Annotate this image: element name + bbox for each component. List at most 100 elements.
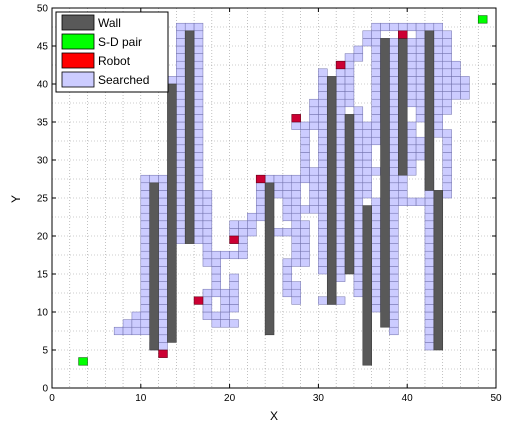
- searched-cell: [406, 144, 417, 153]
- searched-cell: [389, 266, 399, 275]
- searched-cell: [371, 281, 381, 290]
- legend-swatch: [61, 14, 95, 31]
- searched-cell: [300, 250, 310, 260]
- searched-cell: [415, 68, 426, 77]
- searched-cell: [371, 60, 381, 70]
- searched-cell: [282, 190, 293, 199]
- searched-cell: [371, 296, 381, 305]
- searched-cell: [202, 205, 213, 214]
- searched-cell: [193, 83, 204, 92]
- searched-cell: [193, 136, 204, 146]
- searched-cell: [424, 326, 435, 336]
- searched-cell: [362, 30, 372, 39]
- searched-cell: [335, 220, 346, 229]
- searched-cell: [353, 45, 364, 54]
- searched-cell: [282, 273, 293, 282]
- searched-cell: [140, 228, 150, 237]
- searched-cell: [424, 296, 435, 305]
- searched-cell: [389, 144, 399, 153]
- searched-cell: [158, 190, 168, 199]
- wall-bar: [264, 182, 275, 336]
- searched-cell: [389, 250, 399, 260]
- searched-cell: [353, 136, 364, 146]
- searched-cell: [389, 129, 399, 138]
- searched-cell: [335, 243, 346, 252]
- searched-cell: [424, 319, 435, 328]
- searched-cell: [371, 53, 381, 62]
- searched-cell: [415, 136, 426, 146]
- searched-cell: [424, 311, 435, 320]
- searched-cell: [371, 121, 381, 130]
- searched-cell: [433, 121, 443, 130]
- searched-cell: [415, 91, 426, 100]
- searched-cell: [282, 205, 293, 214]
- searched-cell: [220, 311, 230, 320]
- searched-cell: [193, 121, 204, 130]
- searched-cell: [255, 182, 266, 191]
- searched-cell: [291, 296, 301, 305]
- searched-cell: [442, 38, 452, 47]
- searched-cell: [389, 152, 399, 161]
- searched-cell: [220, 250, 230, 260]
- searched-cell: [442, 144, 452, 153]
- searched-cell: [158, 220, 168, 229]
- searched-cell: [318, 136, 328, 146]
- searched-cell: [193, 53, 204, 62]
- ticks: [51, 7, 497, 389]
- searched-cell: [176, 76, 186, 85]
- searched-cell: [335, 228, 346, 237]
- y-tick-label: 0: [42, 384, 48, 395]
- searched-cell: [371, 68, 381, 77]
- searched-cell: [158, 235, 168, 244]
- searched-cell: [344, 60, 355, 70]
- searched-cell: [344, 83, 355, 92]
- searched-cell: [389, 319, 399, 328]
- searched-cell: [335, 83, 346, 92]
- searched-cell: [176, 182, 186, 191]
- searched-cell: [433, 76, 443, 85]
- robots: [158, 30, 408, 358]
- searched-cell: [389, 159, 399, 168]
- wall-bar: [398, 38, 408, 176]
- searched-cell: [300, 220, 310, 229]
- searched-cell: [371, 22, 381, 32]
- searched-cell: [389, 220, 399, 229]
- searched-cell: [318, 250, 328, 260]
- searched-cell: [211, 319, 221, 328]
- searched-cell: [140, 266, 150, 275]
- searched-cell: [158, 281, 168, 290]
- searched-cell: [282, 266, 293, 275]
- searched-cell: [389, 258, 399, 267]
- searched-cell: [300, 258, 310, 267]
- searched-cell: [371, 273, 381, 282]
- searched-cell: [202, 288, 213, 298]
- searched-cell: [238, 235, 248, 244]
- searched-cell: [309, 121, 319, 130]
- searched-cell: [113, 326, 124, 336]
- searched-cell: [344, 68, 355, 77]
- searched-cell: [335, 197, 346, 206]
- searched-cell: [442, 182, 452, 191]
- searched-cell: [362, 129, 372, 138]
- searched-cell: [353, 288, 364, 298]
- searched-cell: [389, 205, 399, 214]
- searched-cell: [353, 212, 364, 222]
- y-tick-label: 25: [37, 194, 49, 205]
- searched-cell: [202, 235, 213, 244]
- searched-cell: [353, 273, 364, 282]
- searched-cell: [335, 121, 346, 130]
- searched-cell: [202, 212, 213, 222]
- searched-cell: [442, 152, 452, 161]
- searched-cell: [309, 205, 319, 214]
- searched-cell: [291, 205, 301, 214]
- searched-cell: [371, 76, 381, 85]
- searched-cell: [424, 220, 435, 229]
- searched-cell: [451, 68, 461, 77]
- searched-cell: [309, 114, 319, 123]
- searched-cell: [362, 174, 372, 184]
- wall-bar: [184, 30, 195, 244]
- searched-cell: [140, 220, 150, 229]
- searched-cell: [176, 152, 186, 161]
- searched-cell: [193, 190, 204, 199]
